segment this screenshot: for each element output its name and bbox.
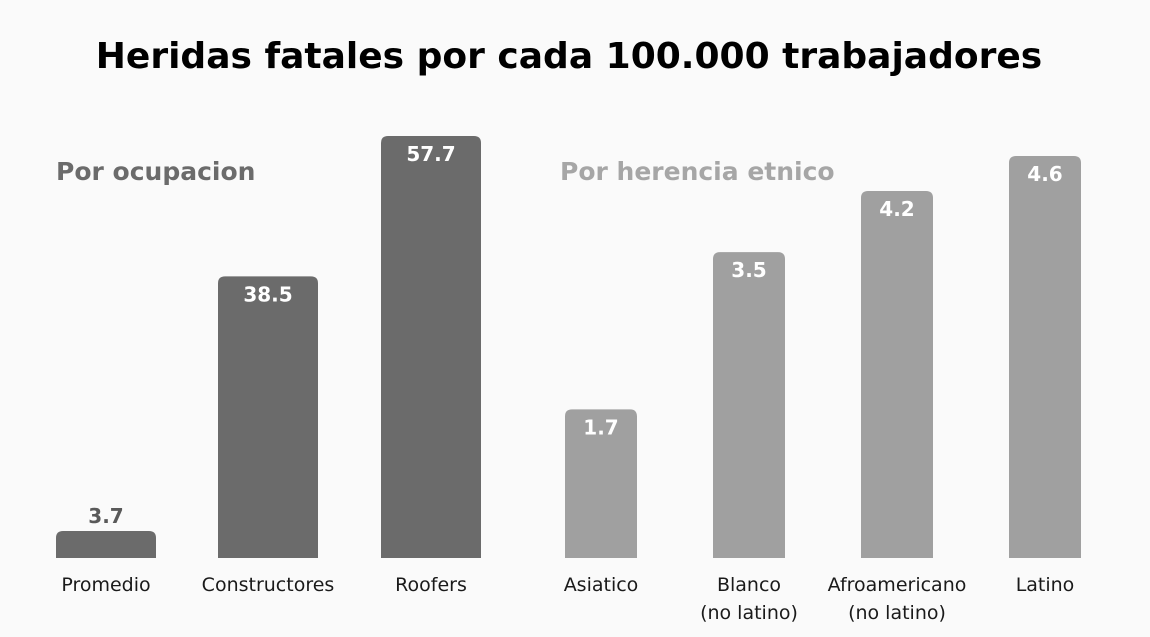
occupation-category-label: Promedio <box>61 574 150 596</box>
ethnicity-value-label: 4.2 <box>879 197 914 221</box>
occupation-value-label: 57.7 <box>406 142 455 166</box>
ethnicity-bar <box>1009 156 1081 558</box>
bars-layer: 3.7 Promedio 38.5 Constructores 57.7 Roofers 1… <box>56 136 1081 624</box>
ethnicity-category-label: Blanco <box>717 574 781 596</box>
occupation-value-label: 38.5 <box>243 282 292 306</box>
ethnicity-bar <box>713 252 785 558</box>
ethnicity-category-label: (no latino) <box>848 602 946 624</box>
occupation-bar <box>56 530 156 558</box>
ethnicity-group-title: Por herencia etnico <box>560 157 835 186</box>
ethnicity-category-label: Afroamericano <box>828 574 967 596</box>
ethnicity-bar <box>861 190 933 558</box>
occupation-category-label: Constructores <box>202 574 335 596</box>
occupation-bar <box>381 136 481 558</box>
occupation-value-label: 3.7 <box>88 504 123 528</box>
ethnicity-category-label: Latino <box>1016 574 1075 596</box>
occupation-bar <box>218 276 318 558</box>
chart-title: Heridas fatales por cada 100.000 trabaja… <box>96 36 1042 77</box>
ethnicity-category-label: Asiatico <box>564 574 639 596</box>
occupation-group-title: Por ocupacion <box>56 157 255 186</box>
occupation-category-label: Roofers <box>395 574 467 596</box>
ethnicity-bar <box>565 409 637 558</box>
ethnicity-category-label: (no latino) <box>700 602 798 624</box>
ethnicity-value-label: 4.6 <box>1027 162 1062 186</box>
ethnicity-value-label: 1.7 <box>583 415 618 439</box>
ethnicity-value-label: 3.5 <box>731 258 766 282</box>
